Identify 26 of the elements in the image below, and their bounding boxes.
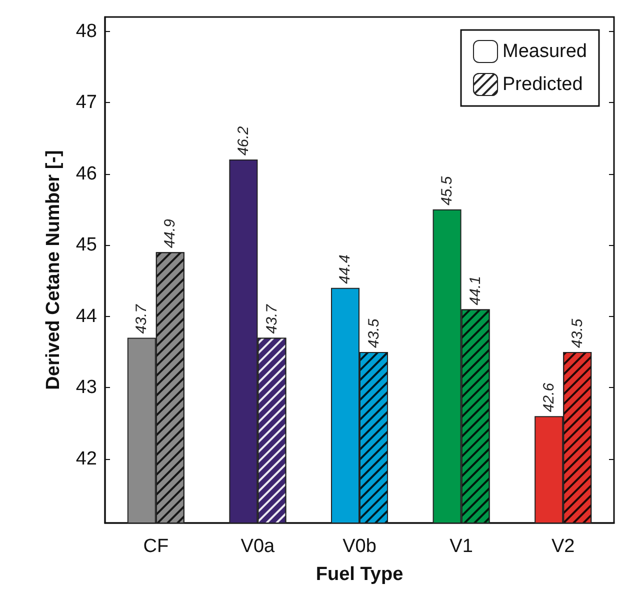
data-label: 45.5 (438, 176, 456, 206)
data-label: 43.7 (133, 304, 150, 334)
data-label: 42.6 (540, 382, 558, 412)
x-axis-title: Fuel Type (316, 564, 404, 585)
y-tick-label: 43 (76, 377, 97, 398)
x-tick-label: V2 (551, 536, 575, 557)
x-tick-label: V0a (240, 536, 276, 557)
data-label: 43.5 (568, 318, 586, 348)
y-tick-label: 44 (76, 306, 98, 327)
y-tick-label: 48 (76, 20, 97, 42)
y-tick-label: 46 (76, 163, 97, 184)
data-label: 46.2 (234, 126, 252, 156)
x-tick-label: CF (143, 536, 169, 557)
data-label: 43.5 (365, 318, 382, 348)
y-tick-label: 42 (76, 448, 97, 470)
legend-label: Predicted (502, 74, 583, 95)
data-label: 44.9 (162, 218, 179, 248)
x-tick-label: V1 (450, 536, 473, 557)
data-label: 44.4 (336, 254, 354, 284)
legend-label: Measured (502, 41, 588, 62)
data-label: 43.7 (263, 304, 280, 334)
y-axis-title: Derived Cetane Number [-] (43, 150, 64, 390)
x-tick-label: V0b (342, 536, 376, 557)
y-tick-label: 47 (76, 92, 97, 114)
data-label: 44.1 (467, 276, 484, 306)
y-tick-label: 45 (76, 234, 97, 256)
